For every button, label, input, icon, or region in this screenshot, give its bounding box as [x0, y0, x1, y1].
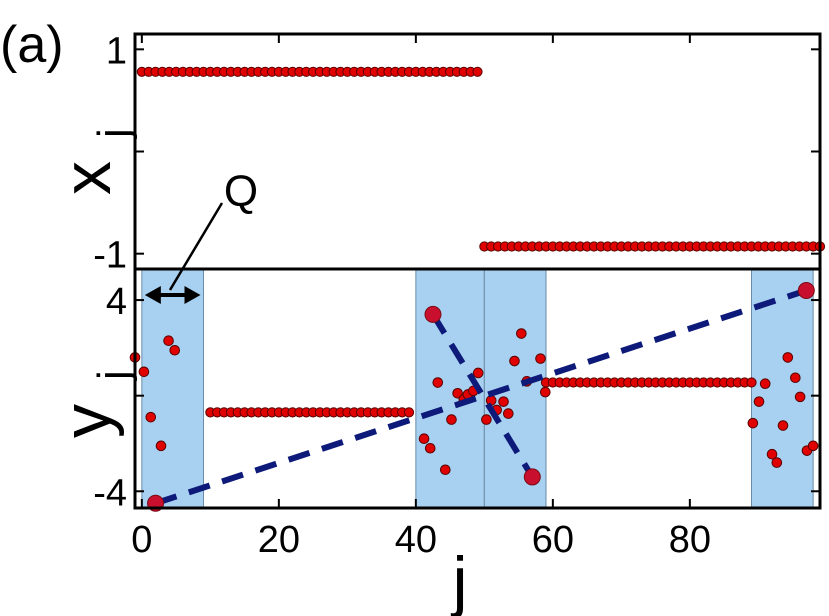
random-point: [747, 417, 759, 429]
q-leader-line: [168, 202, 224, 291]
bottom-ylabel-main: y: [49, 404, 125, 438]
top-ylabel-sub: j: [89, 128, 138, 140]
x-tick-label: 20: [258, 519, 300, 561]
random-point: [503, 408, 514, 419]
large-point: [424, 305, 442, 323]
random-point: [432, 377, 444, 388]
random-point: [485, 395, 497, 406]
random-point: [771, 457, 783, 468]
highlight-region: [751, 268, 814, 509]
random-point: [169, 344, 181, 356]
random-point: [759, 378, 771, 390]
random-point: [782, 352, 794, 363]
q-arrow-head-left: [144, 286, 161, 304]
random-point: [145, 411, 157, 423]
large-point: [523, 468, 541, 486]
random-point: [163, 335, 174, 347]
bottom-y-tick-label: -4: [93, 472, 127, 514]
large-point: [797, 282, 815, 300]
top-panel: [136, 66, 826, 252]
top-ylabel-main: x: [49, 161, 125, 195]
random-point: [753, 396, 765, 407]
random-point: [794, 391, 806, 403]
highlight-region: [141, 268, 205, 509]
x-tick-label: 60: [532, 519, 574, 561]
dashed-trend-line: [430, 312, 535, 479]
x-tick-label: 40: [395, 519, 437, 561]
bottom-line-point: [746, 377, 757, 388]
q-annotation-label: Q: [224, 167, 258, 216]
random-point: [418, 433, 430, 444]
bottom-ylabel-sub: j: [89, 370, 138, 382]
random-point: [509, 355, 520, 367]
random-point: [498, 396, 509, 407]
random-point: [790, 372, 801, 384]
random-point: [535, 353, 546, 364]
random-point: [777, 420, 789, 431]
dashed-trend-line: [154, 287, 808, 507]
random-point: [440, 464, 451, 476]
random-point: [472, 367, 484, 379]
random-point: [424, 442, 436, 454]
random-point: [807, 440, 819, 452]
random-point: [516, 328, 527, 339]
x-tick-label: 0: [131, 519, 152, 561]
x-axis-title: j: [450, 543, 467, 616]
top-y-tick-label: 1: [106, 30, 127, 72]
bottom-panel: [129, 268, 819, 512]
top-series-0-point: [472, 66, 483, 77]
axes: 1 -14 -40 20 40 60 80: [93, 30, 822, 561]
random-point: [138, 366, 150, 378]
random-point: [766, 448, 778, 460]
bottom-line-point: [403, 407, 415, 418]
q-arrow-head-right: [184, 286, 201, 304]
x-tick-label: 80: [669, 519, 711, 561]
random-point: [481, 414, 492, 425]
random-point: [446, 414, 457, 425]
random-point: [540, 386, 551, 398]
top-y-tick-label: -1: [93, 235, 127, 277]
random-point: [155, 440, 167, 452]
bottom-plot-frame: [133, 267, 822, 510]
panel-label: (a): [0, 16, 64, 74]
bottom-y-tick-label: 4: [106, 281, 127, 323]
